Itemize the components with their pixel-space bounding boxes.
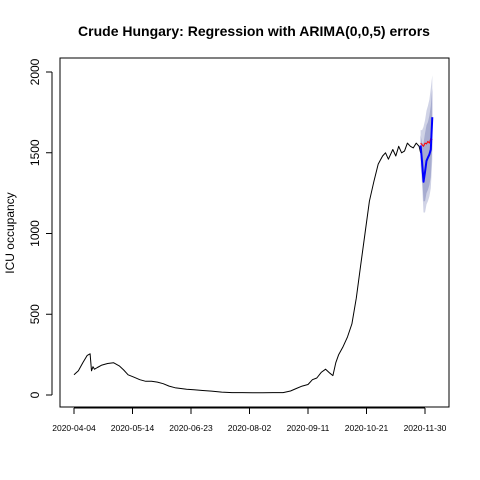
x-tick-label: 2020-11-30 — [404, 423, 447, 433]
x-tick-label: 2020-04-04 — [52, 423, 96, 433]
x-tick-label: 2020-08-02 — [228, 423, 272, 433]
y-tick-label: 0 — [28, 391, 42, 398]
x-tick-label: 2020-06-23 — [169, 423, 213, 433]
y-tick-label: 1500 — [28, 139, 42, 166]
y-tick-label: 2000 — [28, 58, 42, 85]
series-lines — [73, 117, 434, 394]
y-axis-label: ICU occupancy — [3, 192, 17, 273]
axes: 0 500 1000 1500 2000 2020-04-04 2020-05-14 2020… — [28, 58, 447, 433]
y-tick-label: 500 — [28, 304, 42, 324]
chart-title: Crude Hungary: Regression with ARIMA(0,0… — [78, 23, 430, 39]
plot-frame — [59, 57, 450, 408]
y-tick-label: 1000 — [28, 220, 42, 247]
x-tick-label: 2020-09-11 — [287, 423, 330, 433]
x-tick-label: 2020-10-21 — [345, 423, 389, 433]
observed-line — [73, 142, 422, 394]
x-tick-label: 2020-05-14 — [111, 423, 155, 433]
forecast-line — [419, 117, 434, 183]
